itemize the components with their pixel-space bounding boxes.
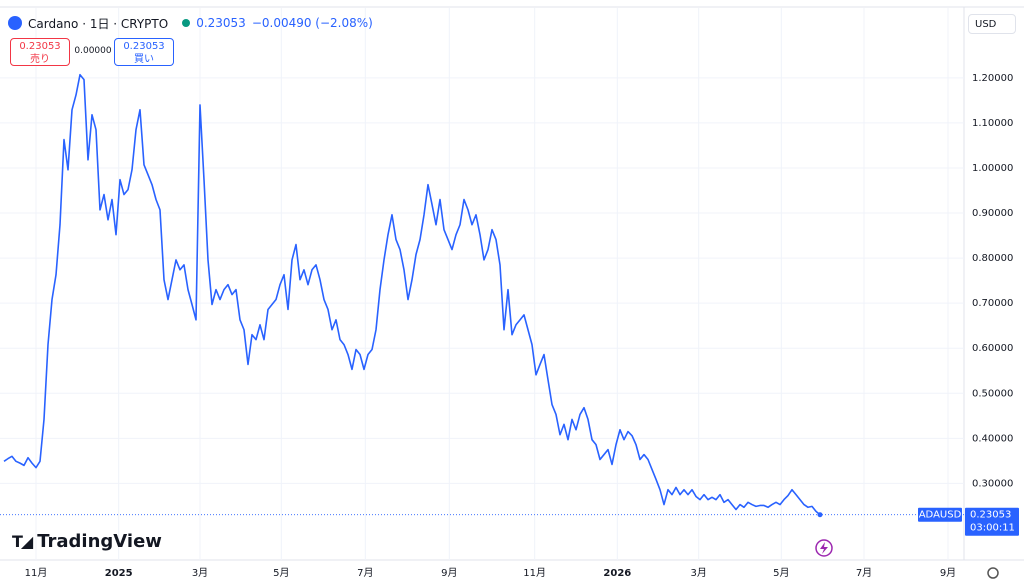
- y-tick-label: 0.50000: [972, 388, 1013, 399]
- y-tick-label: 1.00000: [972, 163, 1013, 174]
- y-tick-label: 0.70000: [972, 298, 1013, 309]
- x-tick-label: 7月: [357, 567, 373, 579]
- x-tick-label: 5月: [273, 567, 289, 579]
- y-tick-label: 0.80000: [972, 253, 1013, 264]
- y-tick-label: 1.10000: [972, 118, 1013, 129]
- price-tag-bg: [965, 507, 1019, 536]
- settings-icon[interactable]: [987, 567, 999, 579]
- price-line: [3, 73, 821, 516]
- symbol-tag: ADAUSD: [919, 510, 962, 521]
- price-change: −0.00490 (−2.08%): [251, 16, 373, 30]
- buy-button[interactable]: 0.23053 買い: [114, 38, 174, 66]
- y-tick-label: 0.40000: [972, 433, 1013, 444]
- x-tick-label: 7月: [856, 567, 872, 579]
- x-tick-label: 2025: [105, 568, 133, 579]
- y-tick-label: 1.20000: [972, 73, 1013, 84]
- last-point: [817, 512, 823, 518]
- x-tick-label: 2026: [603, 568, 631, 579]
- symbol-icon: [8, 16, 22, 30]
- symbol-header: Cardano · 1日 · CRYPTO 0.23053 −0.00490 (…: [8, 13, 373, 33]
- sell-label: 売り: [30, 54, 50, 65]
- x-tick-label: 11月: [523, 567, 546, 579]
- x-tick-label: 9月: [940, 567, 956, 579]
- countdown: 03:00:11: [970, 523, 1015, 534]
- brand-name: TradingView: [37, 531, 162, 552]
- x-tick-label: 11月: [25, 567, 48, 579]
- y-tick-label: 0.30000: [972, 478, 1013, 489]
- x-tick-label: 5月: [773, 567, 789, 579]
- market-status: [182, 19, 191, 27]
- sell-button[interactable]: 0.23053 売り: [10, 38, 70, 66]
- symbol-tag-bg: [918, 507, 962, 522]
- price-tag: 0.23053: [970, 510, 1011, 521]
- buy-price: 0.23053: [123, 41, 165, 52]
- buy-label: 買い: [134, 54, 154, 65]
- sell-price: 0.23053: [19, 41, 61, 52]
- event-bolt: [820, 542, 828, 554]
- last-price: 0.23053: [196, 16, 246, 30]
- spread: 0.00000: [74, 46, 112, 56]
- brand-logo[interactable]: T◢ TradingView: [12, 531, 162, 552]
- x-tick-label: 3月: [690, 567, 706, 579]
- symbol-title[interactable]: Cardano · 1日 · CRYPTO: [28, 16, 169, 31]
- x-tick-label: 9月: [441, 567, 457, 579]
- event-icon[interactable]: [815, 539, 833, 557]
- y-tick-label: 0.60000: [972, 343, 1013, 354]
- x-tick-label: 3月: [192, 567, 208, 579]
- currency-selector[interactable]: USD: [968, 14, 1016, 34]
- y-tick-label: 0.90000: [972, 208, 1013, 219]
- brand-mark: T◢: [12, 532, 33, 551]
